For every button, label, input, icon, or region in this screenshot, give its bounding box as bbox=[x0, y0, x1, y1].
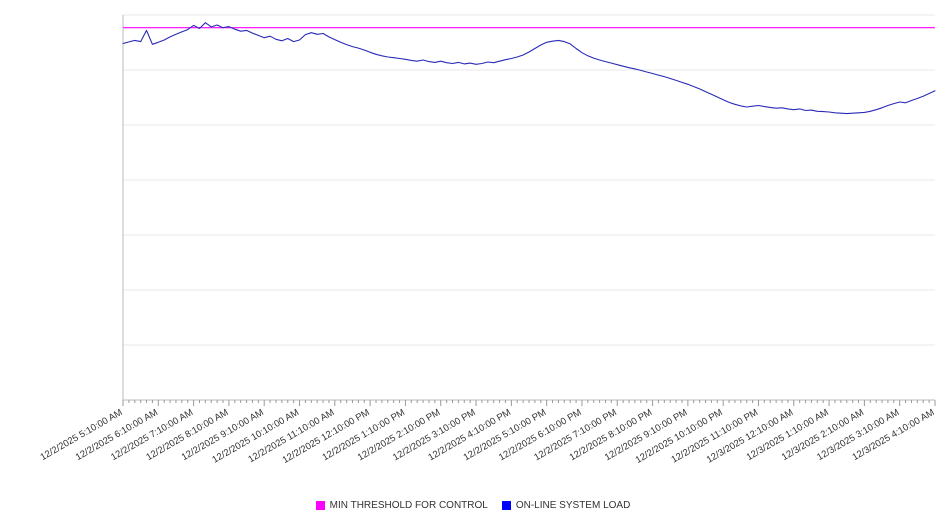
series-layer bbox=[122, 22, 936, 115]
legend-swatch-system-load bbox=[501, 501, 511, 510]
grid-layer bbox=[123, 14, 935, 401]
legend-label-min-threshold: MIN THRESHOLD FOR CONTROL bbox=[329, 500, 488, 511]
legend-item-min-threshold[interactable]: MIN THRESHOLD FOR CONTROL bbox=[315, 500, 488, 511]
legend-item-system-load[interactable]: ON-LINE SYSTEM LOAD bbox=[501, 500, 631, 511]
system-load-line bbox=[122, 22, 936, 115]
legend-label-system-load: ON-LINE SYSTEM LOAD bbox=[515, 500, 631, 511]
x-axis bbox=[122, 15, 936, 406]
legend-swatch-min-threshold bbox=[315, 501, 325, 510]
legend: MIN THRESHOLD FOR CONTROL ON-LINE SYSTEM… bbox=[0, 500, 946, 511]
